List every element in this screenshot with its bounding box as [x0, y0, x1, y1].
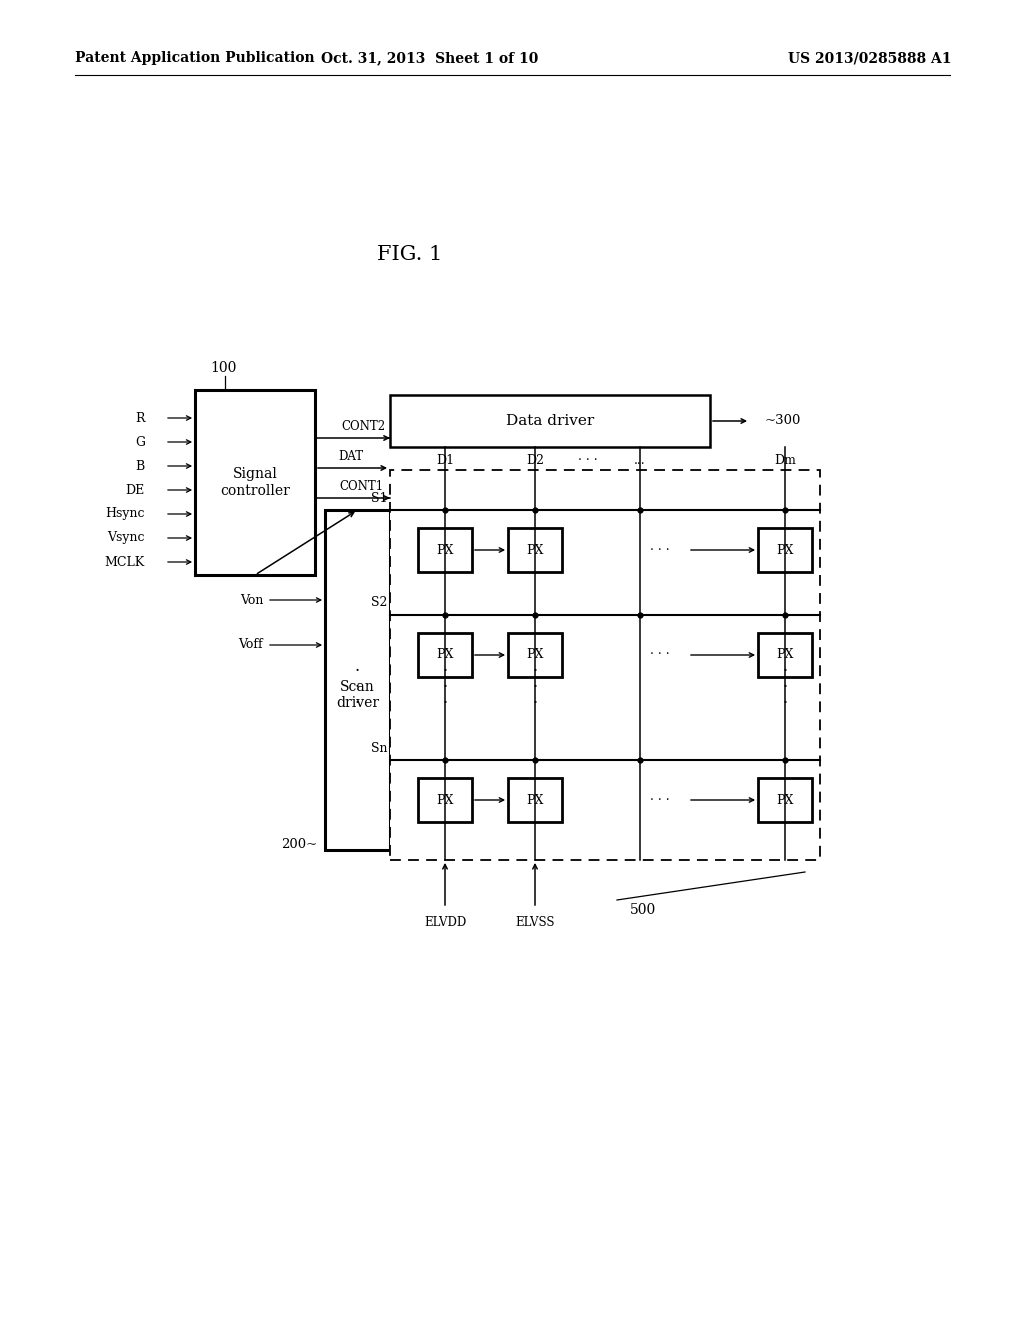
- Text: ELVDD: ELVDD: [424, 916, 466, 928]
- Text: R: R: [135, 412, 145, 425]
- Text: Scan
driver: Scan driver: [336, 680, 379, 710]
- Text: CONT1: CONT1: [339, 480, 383, 494]
- Bar: [390, 470, 820, 861]
- Text: US 2013/0285888 A1: US 2013/0285888 A1: [788, 51, 951, 65]
- Text: MCLK: MCLK: [104, 556, 145, 569]
- Text: D1: D1: [436, 454, 454, 467]
- Bar: [758, 528, 812, 572]
- Text: · · ·: · · ·: [650, 648, 670, 661]
- Text: PX: PX: [436, 793, 454, 807]
- Text: S1: S1: [371, 491, 387, 504]
- Text: ·: ·: [532, 696, 538, 711]
- Text: Signal
controller: Signal controller: [220, 467, 290, 498]
- Text: 200~: 200~: [281, 838, 317, 851]
- Bar: [758, 634, 812, 677]
- Text: Data driver: Data driver: [506, 414, 594, 428]
- Text: ~300: ~300: [765, 414, 802, 428]
- Text: S2: S2: [371, 597, 387, 610]
- Text: Voff: Voff: [239, 639, 263, 652]
- Text: FIG. 1: FIG. 1: [377, 246, 442, 264]
- Text: ...: ...: [634, 454, 646, 467]
- Text: Oct. 31, 2013  Sheet 1 of 10: Oct. 31, 2013 Sheet 1 of 10: [322, 51, 539, 65]
- Text: 500: 500: [630, 903, 656, 917]
- Text: ·: ·: [355, 696, 360, 711]
- Text: PX: PX: [526, 793, 544, 807]
- Text: · · ·: · · ·: [650, 544, 670, 557]
- Bar: [508, 777, 562, 822]
- Text: Vsync: Vsync: [108, 532, 145, 544]
- Text: · · ·: · · ·: [578, 454, 597, 467]
- Text: ·: ·: [532, 678, 538, 696]
- Text: ·: ·: [355, 663, 360, 680]
- Text: 100: 100: [210, 360, 237, 375]
- Text: PX: PX: [776, 648, 794, 661]
- Text: Patent Application Publication: Patent Application Publication: [75, 51, 314, 65]
- Text: PX: PX: [436, 544, 454, 557]
- Text: Dm: Dm: [774, 454, 796, 467]
- Text: DE: DE: [126, 483, 145, 496]
- Text: ·: ·: [442, 696, 447, 711]
- Text: B: B: [136, 459, 145, 473]
- Text: PX: PX: [776, 544, 794, 557]
- Text: ·: ·: [782, 696, 787, 711]
- Text: ·: ·: [782, 678, 787, 696]
- Text: ·: ·: [442, 678, 447, 696]
- Text: Von: Von: [240, 594, 263, 606]
- Bar: [418, 634, 472, 677]
- Text: Sn: Sn: [371, 742, 387, 755]
- Text: Hsync: Hsync: [105, 507, 145, 520]
- Bar: [508, 528, 562, 572]
- Text: PX: PX: [526, 648, 544, 661]
- Text: · · ·: · · ·: [650, 793, 670, 807]
- Text: DAT: DAT: [339, 450, 364, 463]
- Text: G: G: [135, 436, 145, 449]
- Bar: [508, 634, 562, 677]
- Bar: [418, 777, 472, 822]
- Bar: [418, 528, 472, 572]
- Text: PX: PX: [776, 793, 794, 807]
- Text: ·: ·: [782, 663, 787, 680]
- Bar: [390, 395, 710, 447]
- Text: PX: PX: [526, 544, 544, 557]
- Text: ELVSS: ELVSS: [515, 916, 555, 928]
- Text: ·: ·: [355, 678, 360, 696]
- Text: ·: ·: [442, 663, 447, 680]
- Bar: [325, 510, 390, 850]
- Text: D2: D2: [526, 454, 544, 467]
- Bar: [195, 389, 315, 576]
- Text: CONT2: CONT2: [341, 421, 385, 433]
- Bar: [758, 777, 812, 822]
- Text: ·: ·: [532, 663, 538, 680]
- Text: PX: PX: [436, 648, 454, 661]
